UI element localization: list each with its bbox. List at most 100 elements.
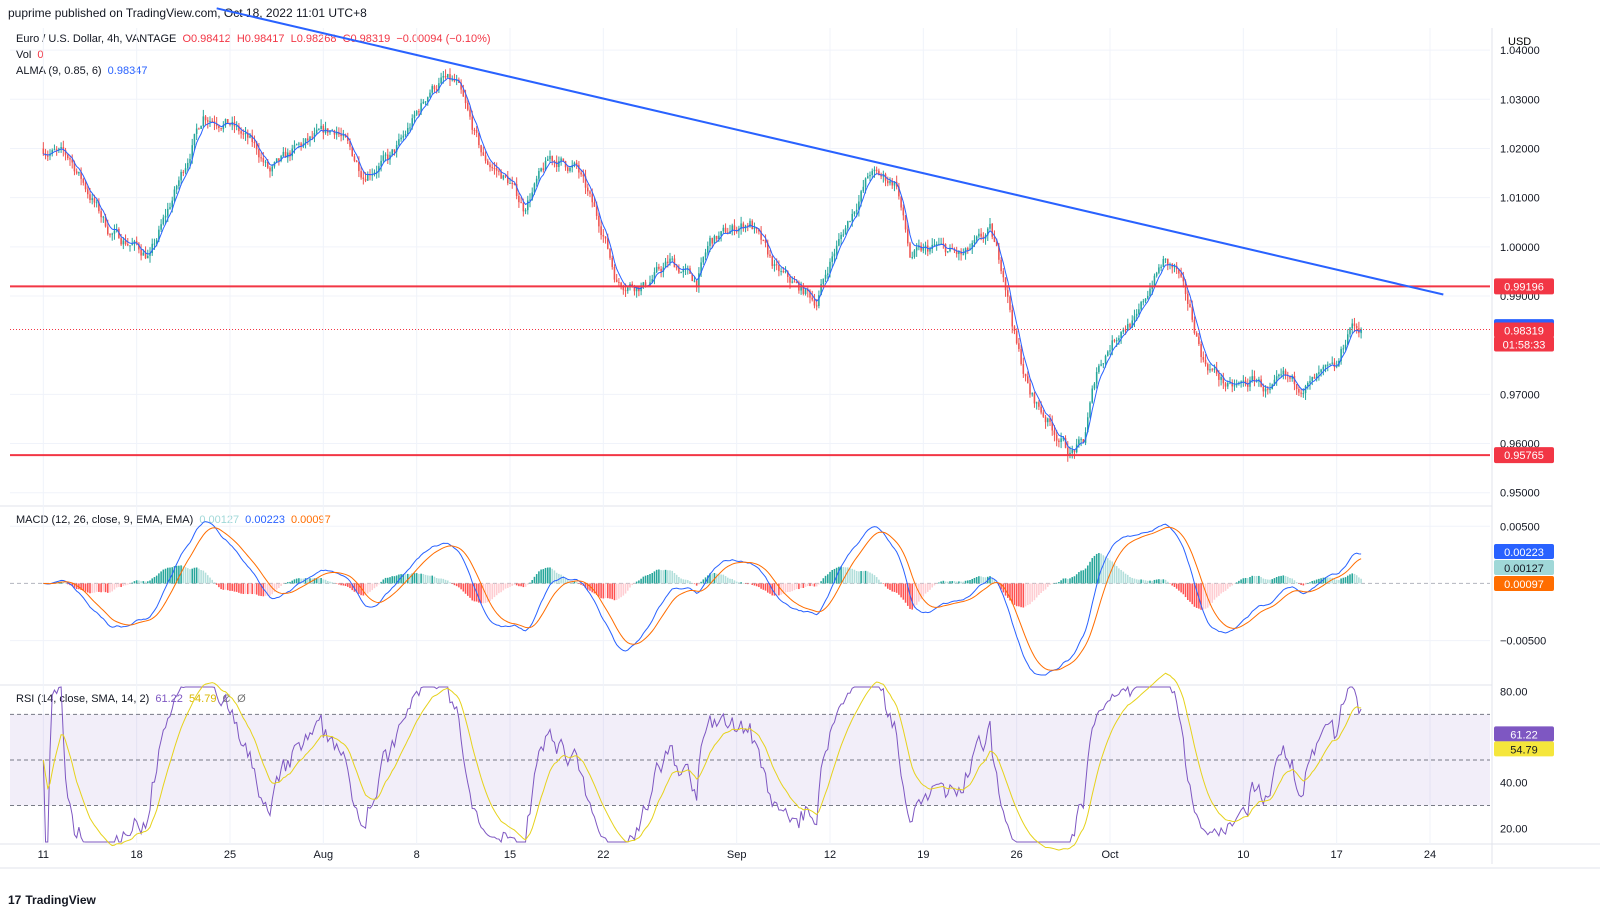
candle-body[interactable] [1078,439,1080,445]
candle-body[interactable] [671,258,673,260]
candle-body[interactable] [920,245,922,251]
candle-body[interactable] [675,267,678,269]
candle-body[interactable] [771,256,773,266]
candle-body[interactable] [178,180,180,186]
candle-body[interactable] [1289,375,1291,379]
candle-body[interactable] [1018,343,1020,349]
candle-body[interactable] [598,215,600,227]
candle-body[interactable] [780,271,782,273]
candle-body[interactable] [438,83,440,90]
candle-body[interactable] [435,89,438,91]
candle-body[interactable] [887,180,889,184]
candle-body[interactable] [1002,271,1005,278]
candle-body[interactable] [1324,364,1327,367]
candle-body[interactable] [1013,326,1016,332]
candle-body[interactable] [644,282,647,286]
candle-body[interactable] [809,290,811,298]
candle-body[interactable] [635,287,638,292]
candle-body[interactable] [933,244,936,246]
candle-body[interactable] [1027,376,1029,384]
candle-body[interactable] [402,135,405,138]
candle-body[interactable] [1100,364,1102,366]
candle-body[interactable] [1135,313,1138,317]
candle-body[interactable] [378,166,380,172]
candle-body[interactable] [555,161,558,167]
candle-body[interactable] [655,266,658,273]
candle-body[interactable] [1127,323,1129,331]
candle-body[interactable] [533,183,536,193]
candle-body[interactable] [507,176,509,184]
candle-body[interactable] [478,132,480,146]
candle-body[interactable] [47,155,49,157]
candle-body[interactable] [475,129,478,133]
rsi-sma-line[interactable] [42,672,1362,851]
candle-body[interactable] [1102,363,1105,365]
candle-body[interactable] [749,220,751,227]
candle-body[interactable] [1058,440,1060,442]
candle-body[interactable] [1138,309,1140,314]
candle-body[interactable] [733,225,736,231]
candle-body[interactable] [595,206,598,216]
candle-body[interactable] [987,228,989,236]
candle-body[interactable] [929,248,931,252]
candle-body[interactable] [75,171,78,174]
candle-body[interactable] [180,171,182,181]
candle-body[interactable] [100,211,102,218]
candle-body[interactable] [93,198,96,203]
candle-body[interactable] [62,147,65,151]
candle-body[interactable] [582,174,585,177]
candle-body[interactable] [842,234,845,236]
candle-body[interactable] [993,236,996,242]
candle-body[interactable] [384,154,387,156]
candle-body[interactable] [498,170,500,172]
candle-body[interactable] [469,109,471,117]
candle-body[interactable] [669,258,671,263]
candle-body[interactable] [515,184,518,196]
candle-body[interactable] [1218,373,1220,380]
candle-body[interactable] [700,262,702,274]
candle-body[interactable] [140,249,142,256]
candle-body[interactable] [1269,388,1271,390]
candle-body[interactable] [200,126,202,129]
candle-body[interactable] [1342,348,1345,350]
candle-body[interactable] [955,250,958,255]
candle-body[interactable] [535,178,538,184]
candle-body[interactable] [795,281,798,283]
candle-body[interactable] [664,261,667,268]
candle-body[interactable] [611,257,613,267]
candle-body[interactable] [558,161,560,167]
candle-body[interactable] [640,287,642,292]
candle-body[interactable] [1011,309,1013,327]
candle-body[interactable] [722,227,725,232]
candle-body[interactable] [1353,323,1356,326]
candle-body[interactable] [493,168,496,170]
candle-body[interactable] [249,135,251,138]
candle-body[interactable] [682,269,685,273]
candle-body[interactable] [80,171,82,179]
candle-body[interactable] [740,223,742,229]
candle-body[interactable] [522,202,525,212]
candle-body[interactable] [818,295,820,306]
candle-body[interactable] [1004,277,1007,291]
candle-body[interactable] [553,160,556,162]
price-pane[interactable] [10,7,1490,462]
candle-body[interactable] [471,116,473,130]
candle-body[interactable] [455,79,458,82]
candle-body[interactable] [204,116,207,121]
candle-body[interactable] [935,244,938,246]
candle-body[interactable] [322,125,325,133]
candle-body[interactable] [609,248,611,258]
candle-body[interactable] [151,243,153,254]
candle-body[interactable] [1051,421,1053,431]
candle-body[interactable] [600,226,602,235]
candle-body[interactable] [769,254,771,257]
candle-body[interactable] [253,142,256,144]
trend-line[interactable] [216,7,1444,296]
candle-body[interactable] [511,182,513,184]
candle-body[interactable] [549,155,551,160]
candle-body[interactable] [513,183,516,185]
volume-label[interactable]: Vol [16,49,32,61]
candle-body[interactable] [404,134,407,136]
candle-body[interactable] [567,167,569,171]
